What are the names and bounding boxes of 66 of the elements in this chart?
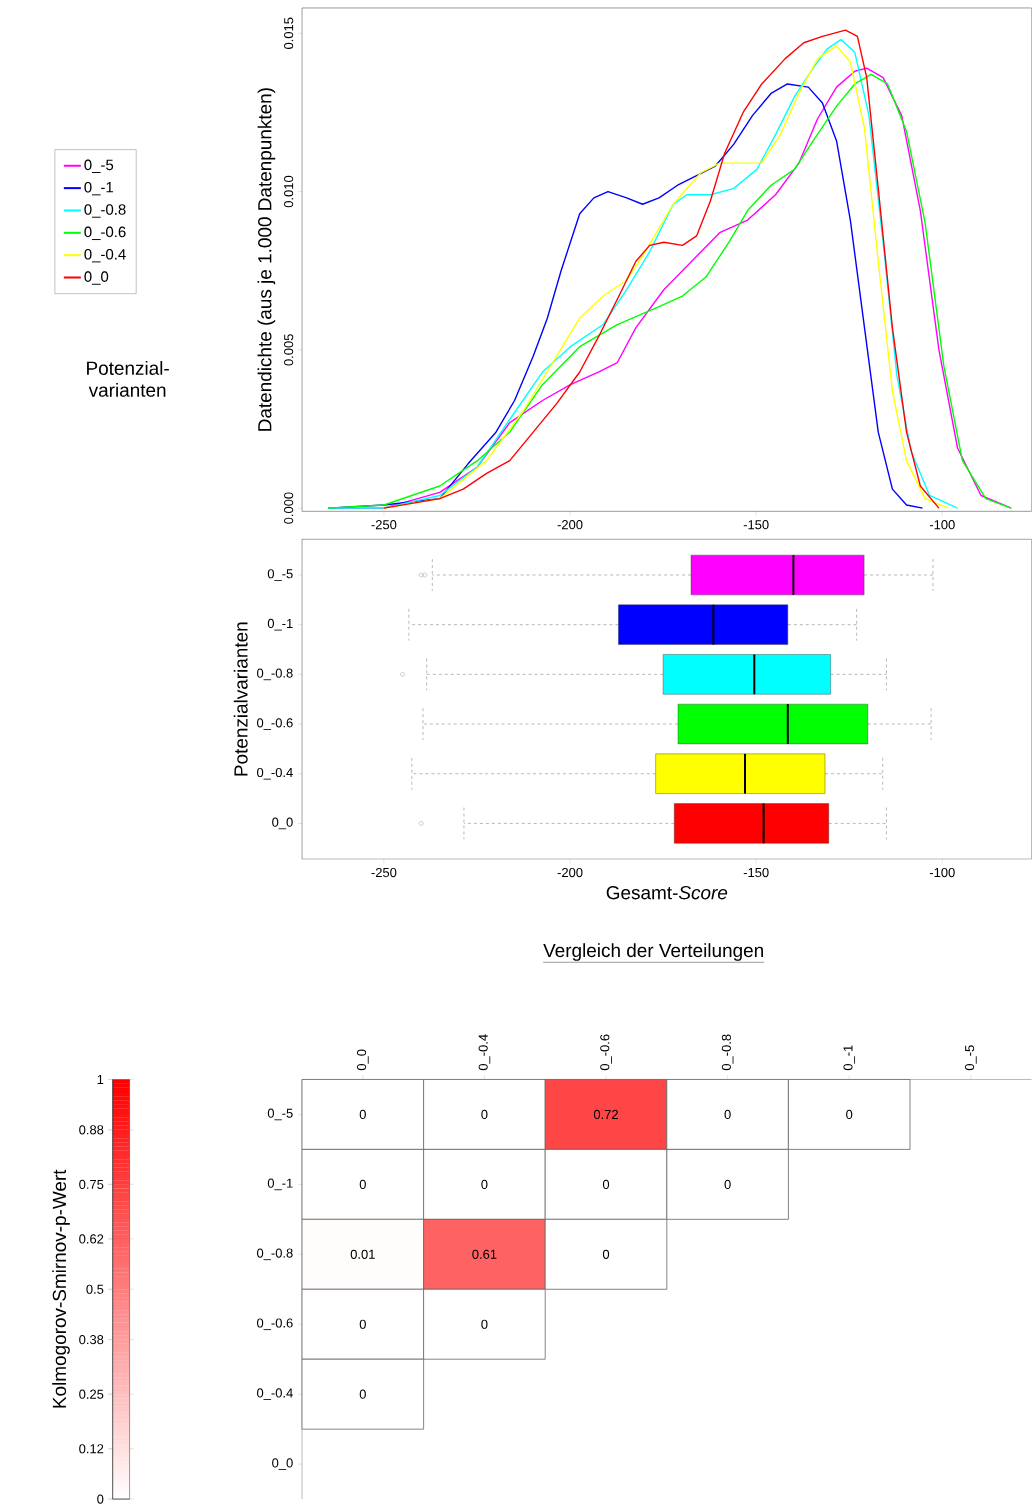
data-label: 0 <box>481 1109 488 1120</box>
y-tick-label: 0.005 <box>284 334 294 366</box>
data-label: 0.72 <box>594 1109 619 1120</box>
legend-label: 0_-5 <box>84 159 114 173</box>
y-axis-title: Potenzialvarianten <box>233 622 248 776</box>
x-tick-label: -100 <box>929 520 955 530</box>
y-axis-title: Datendichte (aus je 1.000 Datenpunkten) <box>257 88 276 431</box>
x-tick-label: -100 <box>929 867 955 878</box>
y-tick-label: 0_-0.4 <box>257 1388 293 1400</box>
data-label: 0 <box>481 1319 488 1329</box>
chart-title: Vergleich der Verteilungen <box>543 943 764 961</box>
legend-label: 0_0 <box>84 271 109 285</box>
y-tick-label: 0_-5 <box>267 569 293 581</box>
x-tick-label: -250 <box>371 867 397 878</box>
color-bar-label: 0.25 <box>79 1389 104 1399</box>
y-tick-label: 0_-0.6 <box>257 1318 293 1331</box>
data-label: 0 <box>603 1249 610 1259</box>
color-bar-label: 0.5 <box>86 1284 104 1294</box>
x-tick-label: 0_-5 <box>965 1045 977 1071</box>
legend-title: Potenzial-varianten <box>87 361 169 397</box>
x-tick-label: -200 <box>557 867 583 878</box>
data-label: 0.01 <box>350 1249 375 1259</box>
y-tick-label: 0_-0.8 <box>257 668 293 681</box>
y-tick-label: 0_0 <box>272 817 293 830</box>
data-label: 0 <box>603 1179 610 1189</box>
color-bar-label: 0.38 <box>79 1335 104 1345</box>
y-tick-label: 0_-1 <box>267 1178 293 1191</box>
x-tick-label: 0_-0.4 <box>478 1034 491 1071</box>
x-axis-title: Gesamt-Score <box>606 885 728 900</box>
color-bar-label: 0.62 <box>79 1234 104 1244</box>
data-label: 0 <box>846 1109 853 1120</box>
data-label: 0 <box>359 1179 367 1189</box>
x-tick-label: -200 <box>557 520 583 530</box>
data-label: 0 <box>359 1319 367 1329</box>
color-bar-label: 0.88 <box>79 1125 104 1135</box>
y-tick-label: 0_-0.8 <box>257 1248 293 1261</box>
color-bar-label: 1 <box>97 1075 104 1084</box>
y-tick-label: 0_-0.4 <box>257 767 293 780</box>
data-label: 0 <box>481 1179 488 1189</box>
legend-label: 0_-0.6 <box>84 226 126 241</box>
data-label: 0 <box>724 1179 731 1189</box>
x-tick-label: -150 <box>743 520 769 530</box>
y-tick-label: 0_-1 <box>267 618 293 631</box>
data-label: 0 <box>724 1109 731 1120</box>
color-bar-label: 0.75 <box>79 1179 104 1189</box>
x-tick-label: 0_-1 <box>843 1045 856 1071</box>
data-label: 0 <box>359 1389 367 1399</box>
color-bar-label: 0.12 <box>79 1444 104 1454</box>
y-tick-label: 0.000 <box>284 492 294 524</box>
x-tick-label: 0_-0.6 <box>600 1034 612 1071</box>
data-label: 0 <box>359 1109 367 1120</box>
x-tick-label: -150 <box>743 867 769 878</box>
legend-label: 0_-1 <box>84 181 114 196</box>
x-tick-label: 0_0 <box>357 1049 369 1071</box>
y-tick-label: 0.010 <box>284 175 294 208</box>
x-tick-label: 0_-0.8 <box>721 1034 734 1071</box>
y-tick-label: 0_0 <box>272 1458 293 1470</box>
y-tick-label: 0_-0.6 <box>257 718 293 730</box>
data-label: 0.61 <box>472 1249 497 1259</box>
color-bar-label: 0 <box>97 1494 104 1504</box>
legend-label: 0_-0.8 <box>84 204 126 218</box>
y-tick-label: 0.015 <box>284 17 294 49</box>
y-tick-label: 0_-5 <box>267 1108 293 1121</box>
color-bar-title: Kolmogorov-Smirnov-p-Wert <box>52 1169 70 1408</box>
x-tick-label: -250 <box>371 520 397 530</box>
legend-label: 0_-0.4 <box>84 248 126 263</box>
